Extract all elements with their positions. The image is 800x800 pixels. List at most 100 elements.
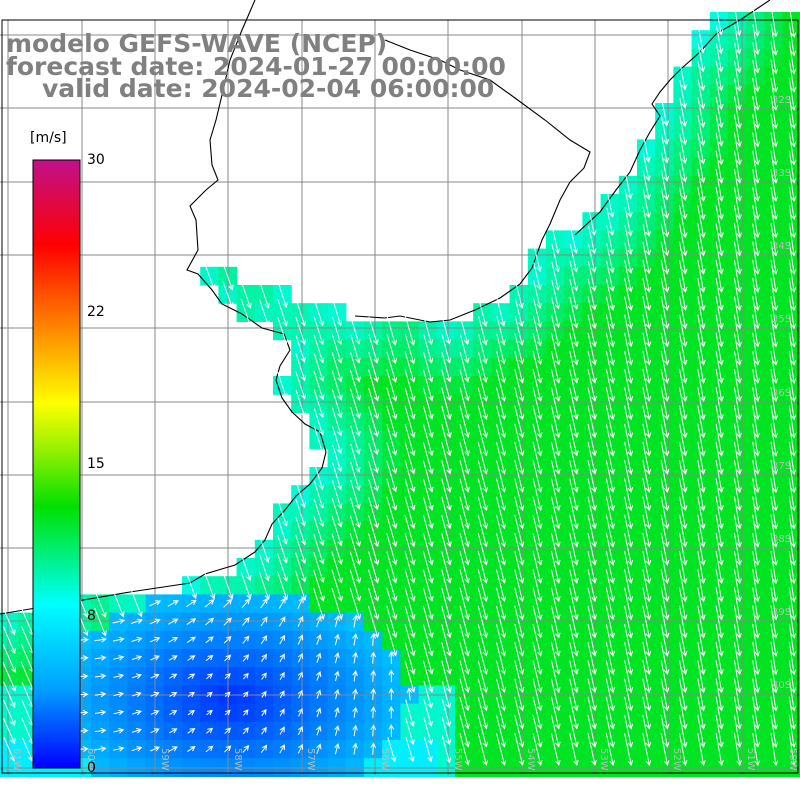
wind-arrow bbox=[752, 514, 761, 548]
wind-arrow bbox=[331, 370, 343, 401]
wind-arrow bbox=[423, 351, 434, 383]
wind-arrow bbox=[788, 514, 797, 548]
wind-arrow bbox=[514, 387, 525, 421]
wind-arrow bbox=[404, 569, 416, 602]
wind-arrow bbox=[752, 478, 761, 512]
wind-arrow bbox=[187, 728, 196, 734]
wind-arrow bbox=[260, 616, 268, 627]
wind-arrow bbox=[313, 516, 325, 546]
wind-arrow bbox=[94, 655, 107, 661]
wind-arrow bbox=[331, 515, 343, 547]
wind-arrow bbox=[404, 405, 416, 439]
wind-arrow bbox=[532, 423, 543, 457]
wind-arrow bbox=[569, 587, 579, 621]
wind-arrow bbox=[642, 569, 652, 603]
wind-arrow bbox=[770, 114, 779, 148]
latitude-label: 38S bbox=[772, 534, 791, 545]
wind-arrow bbox=[770, 96, 779, 130]
wind-arrow bbox=[423, 736, 433, 763]
wind-arrow bbox=[605, 387, 615, 421]
wind-arrow bbox=[569, 423, 579, 457]
wind-arrow bbox=[752, 332, 761, 366]
latitude-label: 37S bbox=[772, 461, 791, 472]
wind-arrow bbox=[441, 334, 452, 364]
wind-arrow bbox=[770, 241, 779, 275]
wind-arrow bbox=[477, 478, 489, 511]
wind-arrow bbox=[370, 669, 377, 682]
wind-arrow bbox=[150, 710, 160, 716]
wind-arrow bbox=[679, 80, 688, 109]
wind-arrow bbox=[277, 499, 288, 527]
wind-arrow bbox=[441, 605, 452, 639]
wind-arrow bbox=[752, 696, 761, 730]
wind-arrow bbox=[733, 332, 742, 366]
longitude-label: 58W bbox=[232, 748, 243, 771]
wind-arrow bbox=[715, 43, 724, 73]
wind-arrow bbox=[624, 696, 634, 730]
wind-arrow bbox=[514, 587, 525, 621]
wind-arrow bbox=[349, 533, 362, 566]
wind-arrow bbox=[788, 332, 797, 366]
wind-arrow bbox=[205, 727, 214, 734]
wind-arrow bbox=[788, 114, 797, 148]
wind-arrow bbox=[752, 642, 761, 676]
wind-arrow bbox=[404, 478, 416, 511]
wind-arrow bbox=[624, 514, 634, 548]
wind-arrow bbox=[313, 534, 325, 565]
wind-arrow bbox=[715, 259, 724, 293]
wind-arrow bbox=[405, 717, 415, 746]
wind-arrow bbox=[459, 460, 470, 493]
wind-arrow bbox=[169, 710, 178, 716]
wind-arrow bbox=[459, 587, 470, 621]
wind-arrow bbox=[295, 552, 307, 583]
wind-arrow bbox=[752, 441, 761, 475]
wind-arrow bbox=[224, 673, 231, 680]
wind-arrow bbox=[642, 514, 652, 548]
wind-arrow bbox=[770, 678, 779, 712]
wind-arrow bbox=[569, 478, 579, 512]
wind-arrow bbox=[279, 671, 285, 681]
wind-arrow bbox=[733, 733, 742, 767]
wind-arrow bbox=[404, 315, 416, 346]
wind-arrow bbox=[715, 696, 724, 730]
wind-arrow bbox=[496, 696, 507, 730]
wind-arrow bbox=[532, 315, 543, 347]
wind-arrow bbox=[569, 441, 579, 475]
wind-arrow bbox=[404, 605, 416, 639]
wind-arrow bbox=[679, 696, 688, 730]
wind-arrow bbox=[404, 624, 416, 657]
wind-arrow bbox=[186, 636, 196, 644]
wind-arrow bbox=[715, 296, 724, 330]
wind-arrow bbox=[313, 316, 325, 346]
wind-arrow bbox=[223, 635, 232, 644]
wind-arrow bbox=[642, 678, 652, 712]
wind-arrow bbox=[733, 369, 742, 403]
wind-arrow bbox=[477, 696, 489, 730]
wind-arrow bbox=[587, 551, 597, 584]
wind-arrow bbox=[441, 423, 452, 457]
wind-arrow bbox=[316, 743, 322, 754]
wind-arrow bbox=[715, 241, 724, 275]
wind-arrow bbox=[352, 651, 358, 664]
wind-arrow bbox=[715, 223, 724, 257]
wind-arrow bbox=[423, 717, 433, 746]
wind-arrow bbox=[624, 387, 634, 421]
wind-arrow bbox=[131, 673, 142, 679]
wind-arrow bbox=[422, 642, 434, 675]
wind-arrow bbox=[150, 746, 161, 752]
wind-arrow bbox=[532, 460, 543, 493]
wind-arrow bbox=[715, 96, 724, 129]
wind-arrow bbox=[3, 608, 16, 636]
wind-arrow bbox=[733, 205, 742, 239]
wind-arrow bbox=[770, 460, 779, 494]
wind-arrow bbox=[113, 655, 125, 661]
wind-arrow bbox=[550, 605, 561, 639]
wind-arrow bbox=[733, 605, 742, 639]
wind-arrow bbox=[733, 551, 742, 585]
wind-arrow bbox=[770, 369, 779, 403]
wind-arrow bbox=[186, 618, 197, 626]
wind-arrow bbox=[187, 655, 196, 661]
wind-arrow bbox=[514, 298, 524, 328]
wind-arrow bbox=[770, 5, 779, 38]
wind-arrow bbox=[752, 496, 761, 530]
